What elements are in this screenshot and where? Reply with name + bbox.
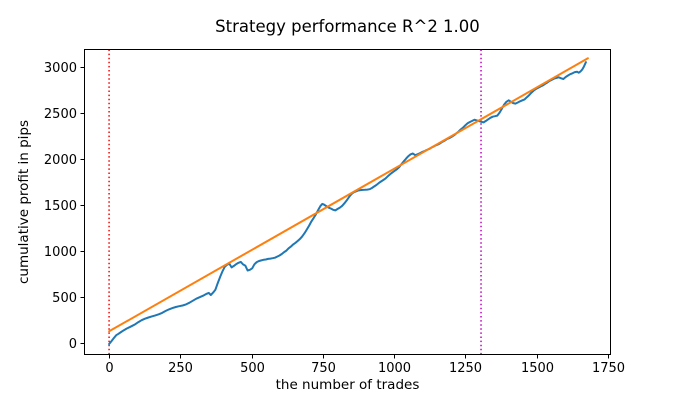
x-tick-label: 250 [168,361,193,376]
series-cumulative-profit [108,61,587,345]
y-axis-label: cumulative profit in pips [16,119,32,285]
x-tick-label: 1500 [521,361,554,376]
y-tick-label: 1000 [44,245,77,260]
series-linear-fit [108,57,589,333]
x-tick-label: 500 [240,361,265,376]
y-tick-label: 3000 [44,61,77,76]
x-tick-label: 1750 [592,361,625,376]
y-tick-label: 1500 [44,199,77,214]
chart-title: Strategy performance R^2 1.00 [215,17,480,36]
x-tick-label: 1250 [449,361,482,376]
x-tick-label: 750 [311,361,336,376]
x-axis-label: the number of trades [275,377,420,393]
axes-box [84,49,611,355]
x-tick-label: 1000 [378,361,411,376]
y-tick-label: 2000 [44,153,77,168]
y-tick-label: 0 [69,337,77,352]
x-tick-label: 0 [105,361,113,376]
y-tick-label: 2500 [44,107,77,122]
y-tick-label: 500 [52,291,77,306]
